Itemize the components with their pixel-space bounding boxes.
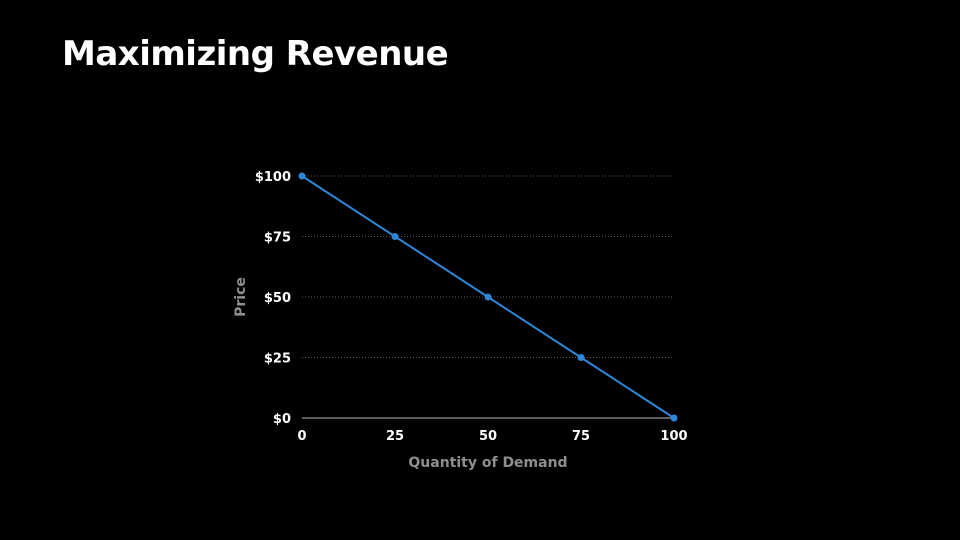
y-tick-label: $75 <box>264 231 291 246</box>
data-point <box>670 414 678 422</box>
y-tick-label: $50 <box>264 291 291 306</box>
data-point <box>577 354 585 361</box>
y-axis-title: Price <box>233 277 249 317</box>
x-tick-label: 25 <box>386 429 404 444</box>
data-point <box>391 233 399 240</box>
x-tick-label: 0 <box>297 429 306 444</box>
x-tick-label: 100 <box>660 429 687 444</box>
x-axis-title: Quantity of Demand <box>408 455 567 471</box>
slide-title: Maximizing Revenue <box>62 34 449 74</box>
series <box>298 172 678 422</box>
y-tick-label: $25 <box>264 352 291 367</box>
tick-labels: $0 $25 $50 $75 $100 0 25 50 75 100 <box>255 170 688 444</box>
y-tick-label: $0 <box>273 412 291 427</box>
data-point <box>484 293 492 301</box>
x-tick-label: 50 <box>479 429 497 444</box>
y-tick-label: $100 <box>255 170 291 185</box>
data-point <box>298 172 306 180</box>
gridlines <box>302 175 674 358</box>
x-tick-label: 75 <box>572 429 590 444</box>
